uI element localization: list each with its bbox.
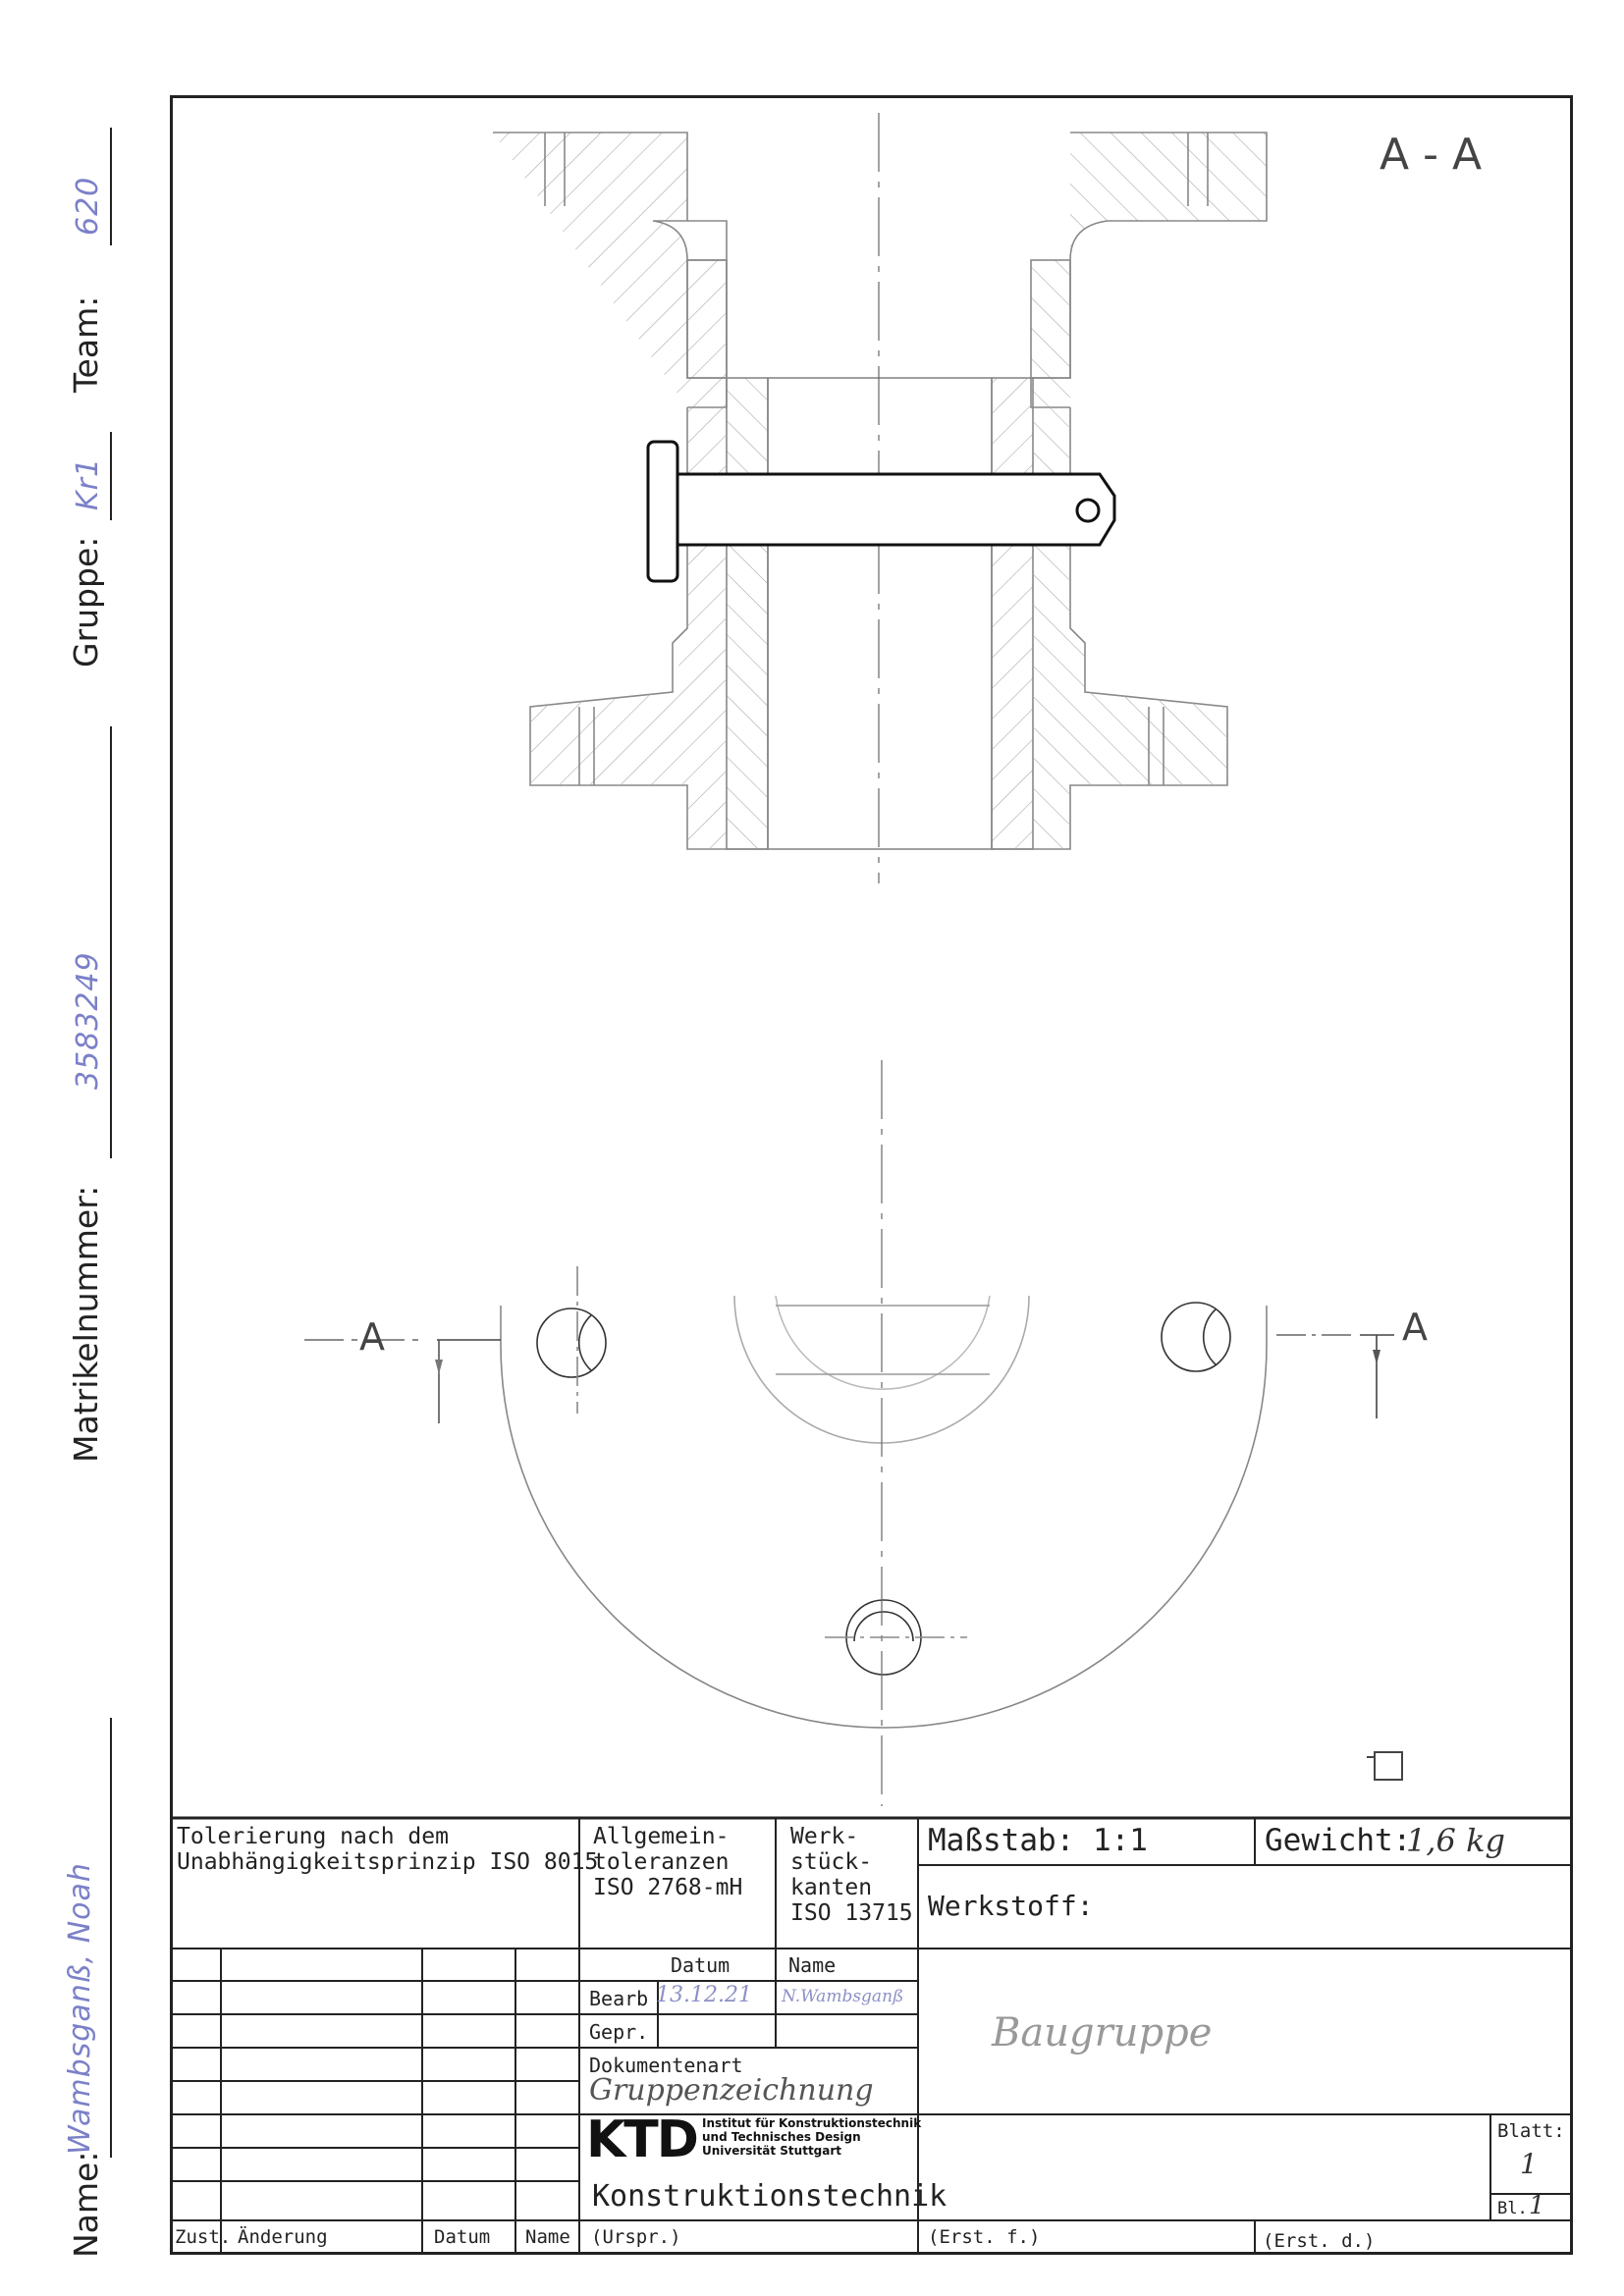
name-label-row: Name bbox=[525, 2226, 570, 2248]
benennung-value: Baugruppe bbox=[992, 2010, 1213, 2056]
institut-line1: Institut für Konstruktionstechnik bbox=[702, 2116, 922, 2130]
dokumentenart-value: Gruppenzeichnung bbox=[589, 2073, 874, 2108]
aenderung-label: Änderung bbox=[238, 2226, 328, 2248]
gewicht-label: Gewicht: bbox=[1265, 1823, 1412, 1858]
datum-head: Datum bbox=[671, 1953, 731, 1977]
erst-d-label: (Erst. d.) bbox=[1263, 2230, 1376, 2252]
zust-label: Zust. bbox=[175, 2226, 232, 2248]
konstruktionstechnik: Konstruktionstechnik bbox=[592, 2179, 947, 2214]
datum-label: Datum bbox=[434, 2226, 491, 2248]
massstab: Maßstab: 1:1 bbox=[928, 1823, 1148, 1858]
matrikel-underline bbox=[110, 726, 112, 1158]
name-underline bbox=[110, 1718, 112, 2158]
institut-line2: und Technisches Design bbox=[702, 2130, 861, 2144]
cut-label-right: A bbox=[1402, 1306, 1428, 1349]
cotter-pin bbox=[646, 440, 1116, 583]
allgemein-line1: Allgemein- bbox=[593, 1824, 730, 1849]
blatt-label: Blatt: bbox=[1497, 2120, 1565, 2142]
section-view bbox=[493, 113, 1268, 883]
tolerierung-line1: Tolerierung nach dem bbox=[177, 1824, 449, 1849]
tolerierung-line2: Unabhängigkeitsprinzip ISO 8015 bbox=[177, 1849, 599, 1875]
werk-line1: Werk- bbox=[790, 1824, 859, 1849]
cut-label-left: A bbox=[359, 1315, 385, 1359]
bearb-date: 13.12.21 bbox=[656, 1983, 752, 2007]
section-title: A - A bbox=[1380, 130, 1483, 180]
werk-line4: ISO 13715 bbox=[790, 1900, 913, 1926]
sleeve-right bbox=[991, 377, 1034, 850]
bearb-label: Bearb bbox=[589, 1987, 649, 2010]
institut-line3: Universität Stuttgart bbox=[702, 2144, 842, 2158]
bl-value: 1 bbox=[1529, 2191, 1545, 2220]
ktd-logo: KTD bbox=[586, 2110, 699, 2169]
title-block-grid bbox=[170, 1816, 1573, 2255]
werk-line3: kanten bbox=[790, 1875, 873, 1900]
erst-f-label: (Erst. f.) bbox=[928, 2226, 1041, 2248]
gruppe-underline bbox=[110, 432, 112, 520]
surface-symbol bbox=[1374, 1751, 1403, 1781]
werk-line2: stück- bbox=[790, 1849, 873, 1875]
allgemein-line3: ISO 2768-mH bbox=[593, 1875, 743, 1900]
team-underline bbox=[110, 128, 112, 245]
bl-label: Bl. bbox=[1497, 2199, 1528, 2218]
name-head: Name bbox=[788, 1953, 837, 1977]
bottom-view bbox=[304, 1060, 1394, 1806]
allgemein-line2: toleranzen bbox=[593, 1849, 730, 1875]
drawing-frame bbox=[170, 95, 1573, 2255]
dokumentenart-label: Dokumentenart bbox=[589, 2054, 743, 2077]
bearb-name: N.Wambsganß bbox=[782, 1987, 904, 2006]
gewicht-value: 1,6 kg bbox=[1406, 1822, 1505, 1859]
blatt-value: 1 bbox=[1520, 2148, 1538, 2180]
werkstoff: Werkstoff: bbox=[928, 1890, 1094, 1922]
gepr-label: Gepr. bbox=[589, 2020, 649, 2044]
sleeve-left bbox=[726, 377, 769, 850]
urspr-label: (Urspr.) bbox=[591, 2226, 681, 2248]
flange-arc bbox=[500, 1344, 1268, 1729]
